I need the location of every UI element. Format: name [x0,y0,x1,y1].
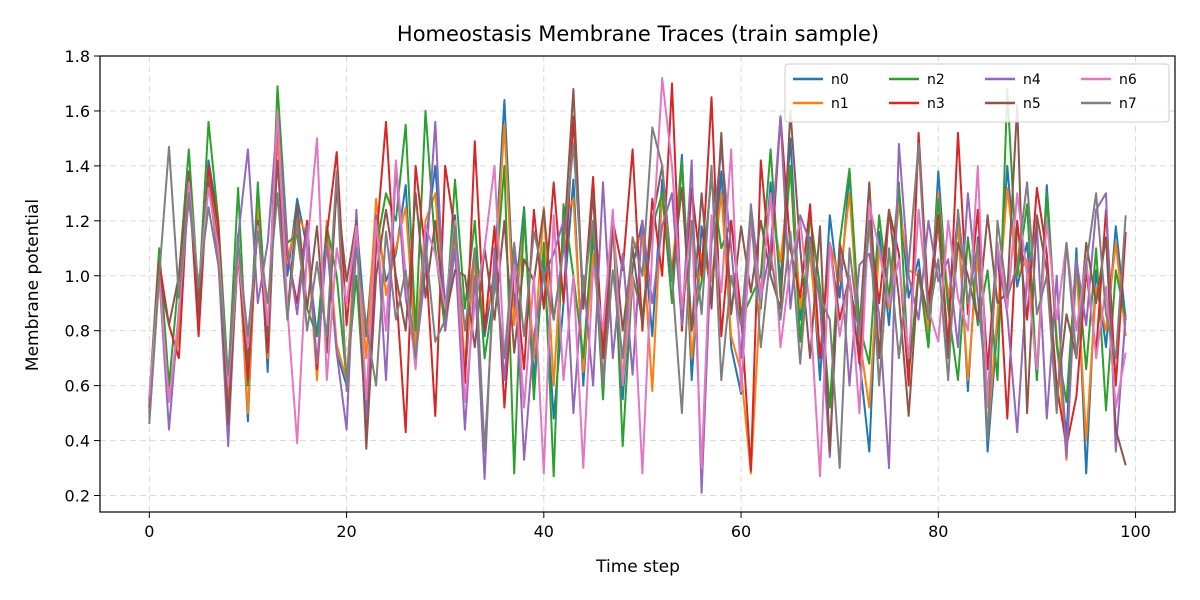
x-tick-label: 20 [336,522,356,541]
legend-label-n7: n7 [1119,96,1137,112]
y-axis-label: Membrane potential [23,199,43,371]
legend-label-n1: n1 [831,96,849,112]
y-tick-label: 1.4 [65,157,90,176]
y-tick-label: 0.6 [65,377,90,396]
series-line-n7 [148,126,1127,469]
legend-label-n0: n0 [831,72,849,88]
x-tick-label: 40 [534,522,554,541]
y-tick-label: 1.6 [65,102,90,121]
legend-label-n2: n2 [927,72,945,88]
y-tick-label: 0.8 [65,322,90,341]
axis-ticks: 0 20 40 60 80 100 0.2 0.4 0.6 0.8 1.0 1.2 1.4 1.6 1.8 [65,47,1151,541]
legend-label-n4: n4 [1023,72,1041,88]
y-tick-label: 1.8 [65,47,90,66]
legend-label-n3: n3 [927,96,945,112]
x-axis-label: Time step [595,557,680,577]
x-tick-label: 100 [1120,522,1151,541]
legend-box [784,63,1170,123]
legend: n0 n1 n2 n3 n4 n5 n6 n7 [784,63,1170,123]
x-tick-label: 0 [144,522,154,541]
y-tick-label: 0.4 [65,432,90,451]
y-tick-label: 1.2 [65,212,90,231]
legend-label-n5: n5 [1023,96,1041,112]
x-tick-label: 80 [928,522,948,541]
y-tick-label: 1.0 [65,267,90,286]
x-tick-label: 60 [731,522,751,541]
chart-title: Homeostasis Membrane Traces (train sampl… [397,22,879,46]
series-layer [148,77,1127,494]
plot-frame [99,55,1176,513]
y-tick-label: 0.2 [65,487,90,506]
series-line-n6 [148,77,1127,478]
legend-label-n6: n6 [1119,72,1137,88]
